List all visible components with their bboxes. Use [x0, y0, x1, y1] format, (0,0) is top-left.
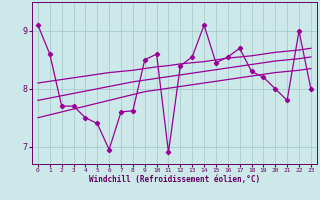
X-axis label: Windchill (Refroidissement éolien,°C): Windchill (Refroidissement éolien,°C): [89, 175, 260, 184]
